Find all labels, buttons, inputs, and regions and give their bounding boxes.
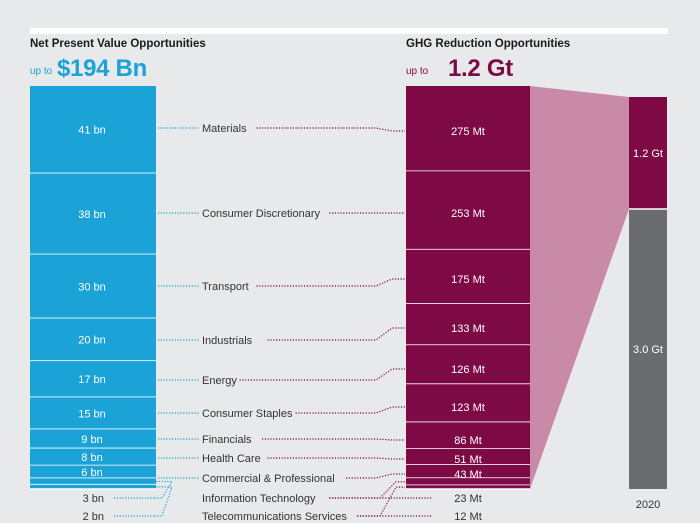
- npv-bar: [30, 397, 156, 430]
- ghg-connector: [346, 473, 405, 479]
- comparison-category-label: 2020: [636, 499, 660, 511]
- npv-prefix: up to: [30, 66, 53, 77]
- ghg-connector: [267, 457, 405, 460]
- ghg-connector: [239, 368, 405, 381]
- ghg-title: GHG Reduction Opportunities: [406, 38, 571, 50]
- ghg-value-label: 175 Mt: [451, 274, 485, 286]
- ghg-value-label: 123 Mt: [451, 402, 485, 414]
- npv-bar: [30, 429, 156, 449]
- ghg-value-label: 86 Mt: [454, 435, 482, 447]
- npv-bar: [30, 86, 156, 174]
- ghg-bar: [406, 171, 530, 250]
- npv-connector-elbow: [154, 486, 173, 517]
- ghg-connector: [357, 486, 405, 517]
- comparison-remaining-bar: [629, 209, 667, 489]
- ghg-connector: [262, 438, 405, 441]
- npv-bar: [30, 465, 156, 479]
- npv-bar: [30, 478, 156, 485]
- npv-connector-elbow: [154, 480, 174, 499]
- ghg-prefix: up to: [406, 66, 429, 77]
- comparison-remaining-label: 3.0 Gt: [633, 344, 663, 356]
- category-label: Commercial & Professional: [202, 473, 335, 485]
- npv-bar: [30, 448, 156, 466]
- ghg-connector: [267, 327, 405, 341]
- ghg-connector: [295, 406, 405, 414]
- npv-title: Net Present Value Opportunities: [30, 38, 206, 50]
- top-band: [0, 0, 700, 28]
- total-funnel: [530, 86, 629, 489]
- npv-bar: [30, 173, 156, 255]
- category-label: Financials: [202, 434, 252, 446]
- category-label: Telecommunications Services: [202, 511, 347, 523]
- category-label: Industrials: [202, 335, 253, 347]
- npv-value-label: 38 bn: [78, 209, 106, 221]
- npv-value-label: 41 bn: [78, 125, 106, 137]
- top-rule: [30, 28, 668, 34]
- ghg-bar: [406, 449, 530, 465]
- npv-bar: [30, 318, 156, 362]
- ghg-bar: [406, 345, 530, 385]
- ghg-value-label: 12 Mt: [454, 511, 482, 523]
- ghg-bar: [406, 303, 530, 346]
- npv-bar: [30, 484, 156, 489]
- ghg-value-label: 275 Mt: [451, 126, 485, 138]
- category-label: Materials: [202, 123, 247, 135]
- ghg-value-label: 23 Mt: [454, 493, 482, 505]
- npv-value-label: 20 bn: [78, 335, 106, 347]
- ghg-value-label: 133 Mt: [451, 323, 485, 335]
- ghg-value-label: 51 Mt: [454, 454, 482, 466]
- ghg-bar: [406, 478, 530, 486]
- npv-value-label: 8 bn: [81, 452, 102, 464]
- category-label: Transport: [202, 281, 249, 293]
- npv-value-label: 30 bn: [78, 281, 106, 293]
- npv-bar: [30, 254, 156, 319]
- npv-total: $194 Bn: [57, 55, 147, 82]
- npv-value-label: 9 bn: [81, 434, 102, 446]
- category-label: Consumer Staples: [202, 408, 293, 420]
- category-label: Consumer Discretionary: [202, 208, 320, 220]
- ghg-bar: [406, 384, 530, 423]
- ghg-value-label: 253 Mt: [451, 208, 485, 220]
- npv-bar: [30, 361, 156, 398]
- ghg-bar: [406, 422, 530, 450]
- comparison-reduction-bar: [629, 97, 667, 209]
- ghg-bar: [406, 86, 530, 172]
- ghg-value-label: 43 Mt: [454, 469, 482, 481]
- ghg-connector: [256, 127, 405, 132]
- ghg-total: 1.2 Gt: [448, 55, 513, 82]
- comparison-reduction-label: 1.2 Gt: [633, 148, 663, 160]
- ghg-connector: [329, 481, 405, 499]
- ghg-bar: [406, 249, 530, 304]
- ghg-bar: [406, 464, 530, 479]
- ghg-bar: [406, 485, 530, 489]
- npv-value-label: 15 bn: [78, 408, 106, 420]
- category-label: Health Care: [202, 453, 261, 465]
- npv-value-label: 6 bn: [81, 467, 102, 479]
- category-label: Energy: [202, 375, 237, 387]
- npv-value-label: 17 bn: [78, 374, 106, 386]
- ghg-connector: [256, 278, 405, 287]
- npv-value-label: 2 bn: [83, 511, 104, 523]
- ghg-value-label: 126 Mt: [451, 364, 485, 376]
- npv-value-label: 3 bn: [83, 493, 104, 505]
- category-label: Information Technology: [202, 493, 316, 505]
